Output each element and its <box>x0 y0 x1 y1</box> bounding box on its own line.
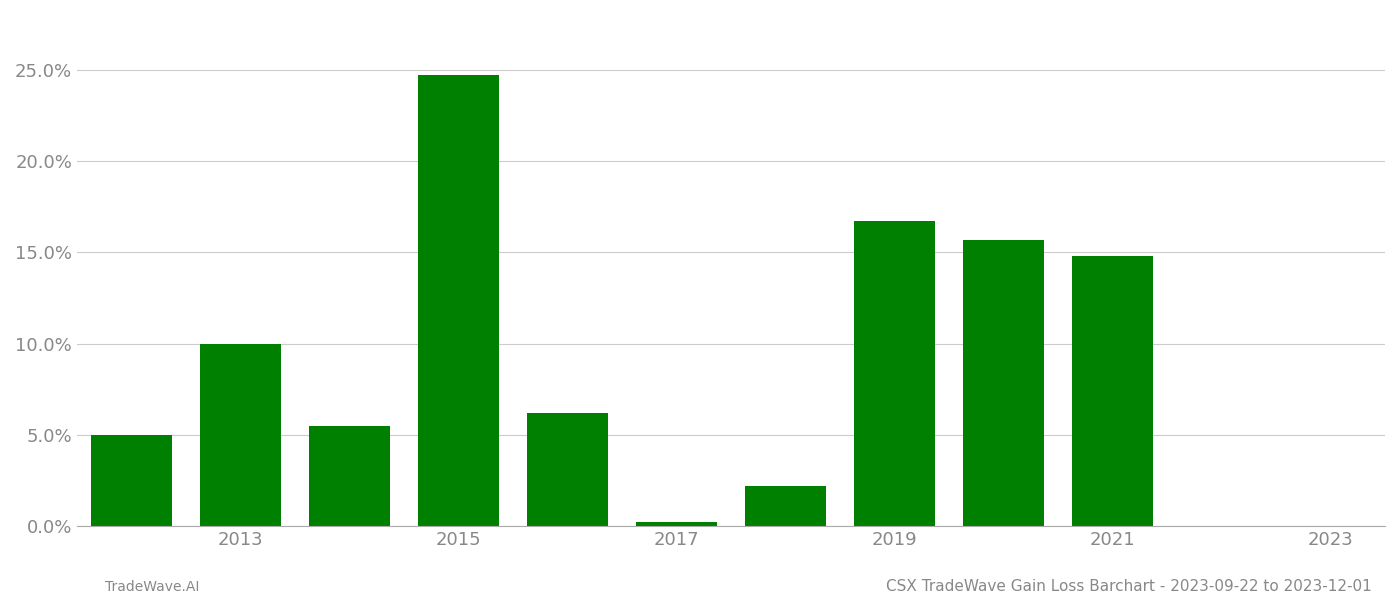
Bar <box>308 426 391 526</box>
Text: CSX TradeWave Gain Loss Barchart - 2023-09-22 to 2023-12-01: CSX TradeWave Gain Loss Barchart - 2023-… <box>886 579 1372 594</box>
Bar <box>636 523 717 526</box>
Bar <box>854 221 935 526</box>
Bar <box>1071 256 1154 526</box>
Bar <box>417 75 500 526</box>
Bar <box>91 435 172 526</box>
Bar <box>526 413 609 526</box>
Bar <box>963 239 1044 526</box>
Text: TradeWave.AI: TradeWave.AI <box>105 580 199 594</box>
Bar <box>200 344 281 526</box>
Bar <box>745 486 826 526</box>
